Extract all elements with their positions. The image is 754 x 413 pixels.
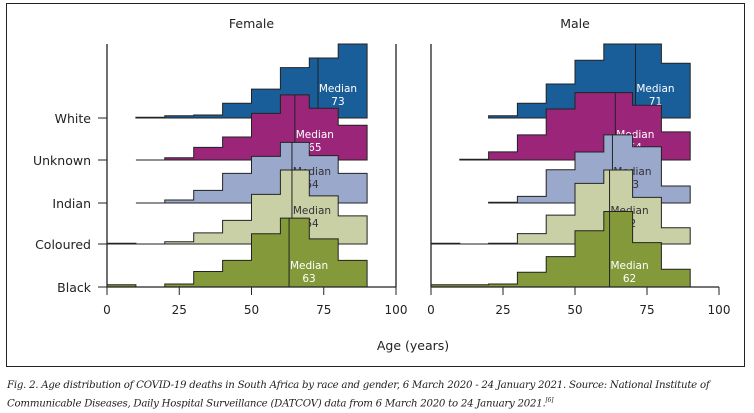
x-tick-label: 50 [567,303,582,317]
x-axis-title: Age (years) [377,338,449,353]
y-tick-label-coloured: Coloured [35,237,91,252]
x-tick-label: 100 [385,303,408,317]
x-tick-label: 50 [244,303,259,317]
panel-title: Female [229,16,275,31]
figure-caption: Fig. 2. Age distribution of COVID-19 dea… [7,378,752,411]
x-tick-label: 75 [639,303,654,317]
x-tick-label: 100 [708,303,731,317]
ridge-indian [164,141,368,204]
x-tick-label: 75 [316,303,331,317]
median-value: 63 [302,273,315,285]
figure-frame [6,3,745,367]
x-tick-label: 25 [495,303,510,317]
ridge-indian [488,134,691,204]
median-label: Median [610,260,648,272]
panel-female: FemaleMedian73Median65Median64Median64Me… [103,16,407,317]
median-label: Median [636,83,674,95]
ridge-white [488,43,691,119]
ridge-black [430,211,691,288]
median-value: 73 [331,96,344,108]
caption-text: Fig. 2. Age distribution of COVID-19 dea… [7,380,710,410]
median-label: Median [293,205,331,217]
y-tick-label-black: Black [57,280,92,295]
panel-male: MaleMedian71Median64Median63Median62Medi… [427,16,730,317]
y-tick-label-white: White [55,111,92,126]
ridge-unknown [164,94,368,161]
x-tick-label: 25 [172,303,187,317]
median-label: Median [319,83,357,95]
caption-reference: [6] [545,397,554,404]
panel-title: Male [560,16,590,31]
ridgeline-chart: FemaleMedian73Median65Median64Median64Me… [33,16,730,353]
median-value: 62 [623,273,636,285]
x-tick-label: 0 [103,303,111,317]
x-tick-label: 0 [427,303,435,317]
median-label: Median [296,129,334,141]
y-tick-label-unknown: Unknown [33,153,91,168]
median-value: 65 [308,142,321,154]
y-tick-label-indian: Indian [52,196,91,211]
median-label: Median [290,260,328,272]
